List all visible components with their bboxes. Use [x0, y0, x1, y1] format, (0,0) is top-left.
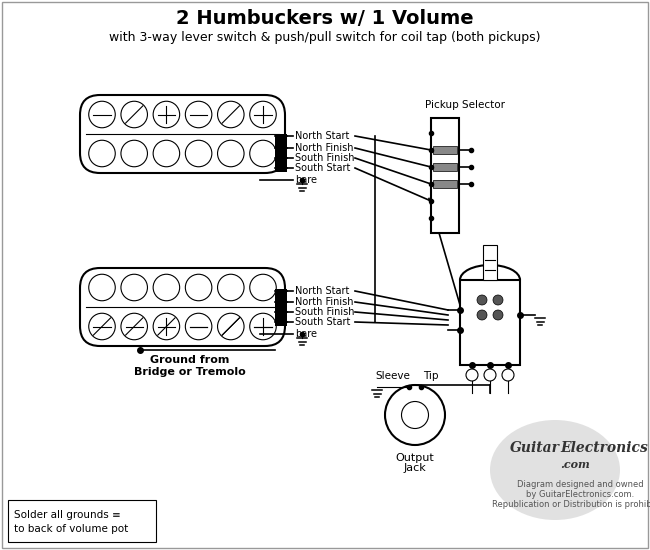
FancyBboxPatch shape — [80, 268, 285, 346]
Circle shape — [185, 140, 212, 167]
Text: .com: .com — [560, 459, 590, 470]
Text: 2 Humbuckers w/ 1 Volume: 2 Humbuckers w/ 1 Volume — [176, 8, 474, 28]
Circle shape — [121, 140, 148, 167]
Circle shape — [502, 369, 514, 381]
Circle shape — [89, 140, 115, 167]
Bar — [433, 180, 457, 188]
Circle shape — [153, 314, 179, 340]
Text: South Finish: South Finish — [295, 307, 354, 317]
Bar — [431, 118, 459, 233]
Circle shape — [493, 295, 503, 305]
FancyBboxPatch shape — [80, 95, 285, 173]
Text: South Start: South Start — [295, 317, 350, 327]
Circle shape — [153, 140, 179, 167]
Circle shape — [89, 101, 115, 128]
Text: North Start: North Start — [295, 131, 350, 141]
Bar — [460, 280, 520, 365]
Circle shape — [185, 314, 212, 340]
Circle shape — [218, 101, 244, 128]
Bar — [433, 146, 457, 154]
Circle shape — [218, 314, 244, 340]
Circle shape — [89, 274, 115, 301]
Circle shape — [218, 140, 244, 167]
Text: to back of volume pot: to back of volume pot — [14, 524, 128, 534]
Circle shape — [121, 101, 148, 128]
Text: Electronics: Electronics — [560, 441, 648, 455]
Circle shape — [89, 314, 115, 340]
Bar — [433, 163, 457, 171]
Text: bare: bare — [295, 175, 317, 185]
Circle shape — [493, 310, 503, 320]
Circle shape — [121, 314, 148, 340]
Text: Solder all grounds ≡: Solder all grounds ≡ — [14, 510, 121, 520]
Text: Pickup Selector: Pickup Selector — [425, 100, 505, 110]
Text: Guitar: Guitar — [510, 441, 560, 455]
Circle shape — [153, 101, 179, 128]
Text: Jack: Jack — [404, 463, 426, 473]
Text: North Finish: North Finish — [295, 143, 354, 153]
Circle shape — [250, 101, 276, 128]
Circle shape — [250, 274, 276, 301]
Circle shape — [466, 369, 478, 381]
Circle shape — [250, 314, 276, 340]
Circle shape — [477, 310, 487, 320]
Bar — [8, 500, 156, 542]
Bar — [483, 245, 497, 280]
Circle shape — [185, 274, 212, 301]
Text: bare: bare — [295, 329, 317, 339]
Text: by GuitarElectronics.com.: by GuitarElectronics.com. — [526, 490, 634, 499]
Circle shape — [218, 274, 244, 301]
Bar — [275, 134, 287, 172]
Text: North Start: North Start — [295, 286, 350, 296]
Circle shape — [250, 140, 276, 167]
Text: South Start: South Start — [295, 163, 350, 173]
Text: Output: Output — [396, 453, 434, 463]
Text: Republication or Distribution is prohibited: Republication or Distribution is prohibi… — [492, 500, 650, 509]
Ellipse shape — [490, 420, 620, 520]
Bar — [275, 289, 287, 326]
Text: Diagram designed and owned: Diagram designed and owned — [517, 480, 644, 489]
Text: North Finish: North Finish — [295, 297, 354, 307]
Circle shape — [385, 385, 445, 445]
Circle shape — [402, 402, 428, 428]
Circle shape — [484, 369, 496, 381]
Text: with 3-way lever switch & push/pull switch for coil tap (both pickups): with 3-way lever switch & push/pull swit… — [109, 31, 541, 45]
Circle shape — [121, 274, 148, 301]
Text: Sleeve: Sleeve — [375, 371, 410, 381]
Circle shape — [153, 274, 179, 301]
Text: Ground from
Bridge or Tremolo: Ground from Bridge or Tremolo — [134, 355, 246, 377]
Circle shape — [185, 101, 212, 128]
Circle shape — [477, 295, 487, 305]
Text: Tip: Tip — [423, 371, 439, 381]
Text: South Finish: South Finish — [295, 153, 354, 163]
